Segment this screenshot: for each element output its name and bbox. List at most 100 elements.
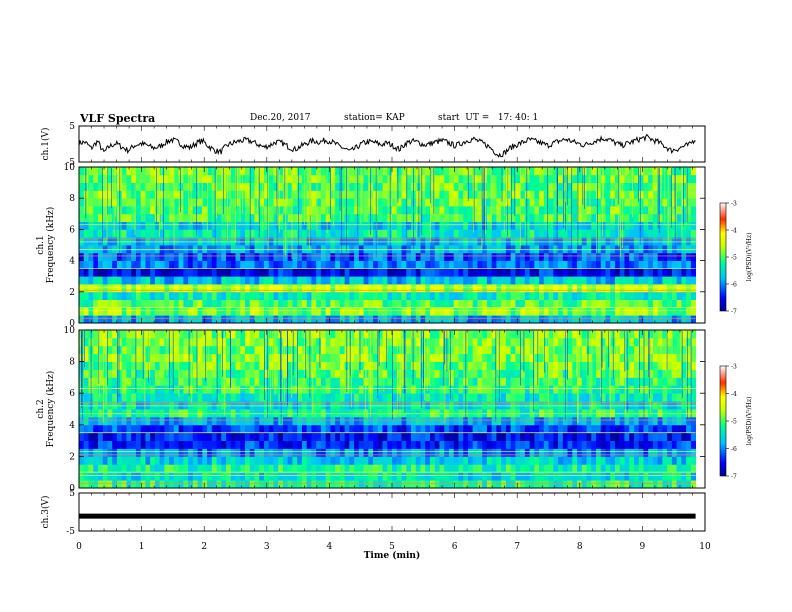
spectrogram-cell bbox=[150, 260, 156, 269]
spectrogram-cell bbox=[439, 440, 445, 449]
spectrogram-cell bbox=[472, 260, 478, 269]
spectrogram-cell bbox=[491, 315, 497, 324]
spectrogram-cell bbox=[377, 167, 383, 176]
spectrogram-cell bbox=[107, 472, 113, 481]
spectrogram-cell bbox=[681, 464, 687, 473]
spectrogram-cell bbox=[562, 252, 568, 261]
spectrogram-cell bbox=[358, 174, 364, 183]
spectrogram-cell bbox=[543, 409, 549, 418]
spectrogram-cell bbox=[524, 401, 530, 410]
spectrogram-cell bbox=[458, 174, 464, 183]
spectrogram-cell bbox=[482, 252, 488, 261]
spectrogram-cell bbox=[330, 480, 336, 489]
spectrogram-cell bbox=[259, 361, 265, 370]
spectrogram-cell bbox=[662, 393, 668, 402]
spectrogram-cell bbox=[671, 260, 678, 269]
spectrogram-cell bbox=[211, 182, 217, 191]
spectrogram-cell bbox=[273, 237, 279, 246]
spectrogram-cell bbox=[207, 198, 213, 207]
spectrogram-cell bbox=[624, 409, 630, 418]
spectrogram-cell bbox=[121, 245, 127, 254]
spectrogram-cell bbox=[520, 174, 526, 183]
spectrogram-cell bbox=[363, 190, 369, 199]
spectrogram-cell bbox=[97, 213, 104, 222]
spectrogram-cell bbox=[600, 448, 606, 457]
spectrogram-cell bbox=[429, 206, 436, 215]
spectrogram-cell bbox=[240, 268, 246, 277]
spectrogram-cell bbox=[183, 385, 189, 394]
spectrogram-cell bbox=[406, 229, 412, 238]
spectrogram-cell bbox=[150, 480, 156, 489]
spectrogram-cell bbox=[140, 385, 146, 394]
start-time-label: start UT = 17: 40: 1 bbox=[438, 113, 539, 123]
spectrogram-cell bbox=[467, 213, 474, 222]
spectrogram-cell bbox=[486, 416, 493, 426]
spectrogram-cell bbox=[610, 424, 616, 434]
spectrogram-cell bbox=[339, 206, 346, 215]
spectrogram-cell bbox=[112, 284, 118, 293]
spectrogram-cell bbox=[586, 448, 592, 457]
spectrogram-cell bbox=[169, 472, 175, 481]
spectrogram-cell bbox=[686, 416, 692, 426]
spectrogram-cell bbox=[406, 401, 412, 410]
spectrogram-cell bbox=[643, 299, 649, 308]
spectrogram-cell bbox=[477, 182, 483, 191]
spectrogram-cell bbox=[482, 416, 488, 426]
spectrogram-cell bbox=[349, 167, 355, 176]
spectrogram-cell bbox=[524, 393, 530, 402]
spectrogram-cell bbox=[197, 237, 203, 246]
spectrogram-cell bbox=[97, 167, 104, 176]
spectrogram-cell bbox=[396, 198, 402, 207]
spectrogram-cell bbox=[268, 167, 274, 176]
spectrogram-cell bbox=[491, 456, 497, 465]
spectrogram-cell bbox=[240, 456, 246, 465]
spectrogram-cell bbox=[135, 237, 142, 246]
spectrogram-cell bbox=[477, 221, 483, 230]
spectrogram-cell bbox=[543, 182, 549, 191]
spectrogram-cell bbox=[600, 229, 606, 238]
spectrogram-cell bbox=[444, 369, 450, 378]
spectrogram-cell bbox=[562, 472, 568, 481]
spectrogram-cell bbox=[344, 377, 350, 386]
spectrogram-cell bbox=[676, 369, 682, 378]
spectrogram-cell bbox=[377, 416, 383, 426]
spectrogram-cell bbox=[406, 472, 412, 481]
spectrogram-cell bbox=[154, 307, 161, 316]
spectrogram-cell bbox=[116, 456, 123, 465]
spectrogram-cell bbox=[543, 299, 549, 308]
spectrogram-cell bbox=[686, 385, 692, 394]
spectrogram-cell bbox=[88, 440, 94, 449]
spectrogram-cell bbox=[278, 291, 284, 300]
spectrogram-cell bbox=[192, 307, 198, 316]
spectrogram-cell bbox=[477, 416, 483, 426]
spectrogram-cell bbox=[572, 315, 578, 324]
spectrogram-cell bbox=[273, 315, 279, 324]
spectrogram-cell bbox=[235, 252, 241, 261]
spectrogram-cell bbox=[254, 440, 260, 449]
spectrogram-cell bbox=[690, 401, 697, 410]
spectrogram-cell bbox=[591, 299, 597, 308]
spectrogram-cell bbox=[230, 361, 236, 370]
spectrogram-cell bbox=[501, 385, 507, 394]
spectrogram-cell bbox=[686, 284, 692, 293]
spectrogram-cell bbox=[316, 424, 322, 434]
spectrogram-cell bbox=[671, 252, 678, 261]
spectrogram-cell bbox=[339, 464, 346, 473]
spectrogram-cell bbox=[681, 198, 687, 207]
spectrogram-cell bbox=[425, 409, 431, 418]
spectrogram-cell bbox=[249, 167, 255, 176]
spectrogram-cell bbox=[301, 252, 308, 261]
spectrogram-cell bbox=[339, 377, 346, 386]
spectrogram-cell bbox=[553, 456, 559, 465]
spectrogram-cell bbox=[107, 456, 113, 465]
spectrogram-cell bbox=[154, 409, 161, 418]
spectrogram-cell bbox=[330, 409, 336, 418]
spectrogram-cell bbox=[477, 448, 483, 457]
spectrogram-cell bbox=[131, 369, 137, 378]
spectrogram-cell bbox=[510, 190, 516, 199]
spectrogram-cell bbox=[681, 401, 687, 410]
spectrogram-cell bbox=[97, 480, 104, 489]
spectrogram-cell bbox=[93, 229, 99, 238]
spectrogram-cell bbox=[320, 385, 327, 394]
spectrogram-cell bbox=[486, 385, 493, 394]
